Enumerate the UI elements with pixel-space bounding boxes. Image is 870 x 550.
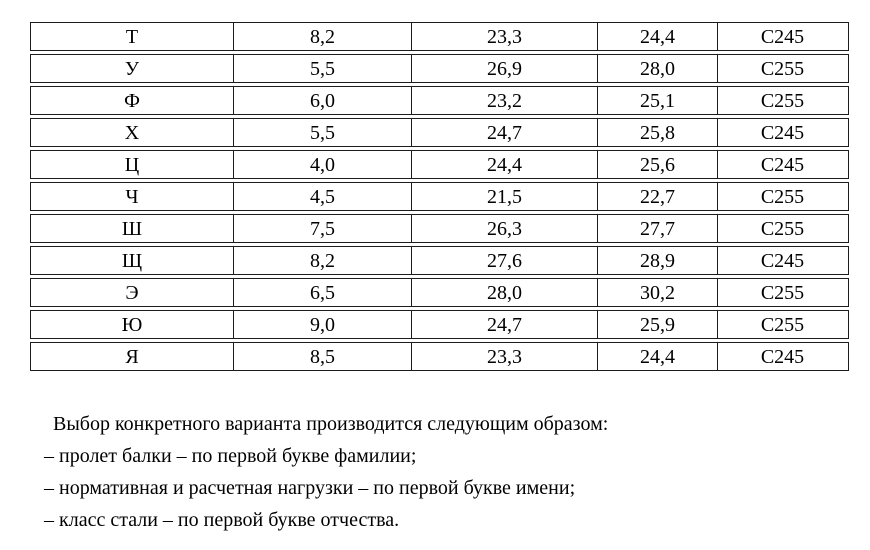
table-cell: 24,4 [411, 151, 597, 178]
table-cell: 24,7 [411, 119, 597, 146]
table-cell: С245 [717, 119, 847, 146]
table-cell: С245 [717, 23, 847, 50]
table-cell: С255 [717, 215, 847, 242]
table-cell: 24,4 [597, 343, 717, 370]
table-cell: 25,8 [597, 119, 717, 146]
table-cell: 21,5 [411, 183, 597, 210]
table-cell: Ш [121, 217, 143, 240]
table-cell: 26,9 [411, 55, 597, 82]
table-cell: 24,7 [411, 311, 597, 338]
table-cell: 7,5 [233, 215, 411, 242]
table-row: Т 8,2 23,3 24,4 С245 [30, 22, 849, 51]
table-row: Ш 7,5 26,3 27,7 С255 [30, 214, 849, 243]
table-cell: 25,1 [597, 87, 717, 114]
table-cell: Ч [125, 185, 139, 208]
table-row: Ч 4,5 21,5 22,7 С255 [30, 182, 849, 211]
table-cell: С255 [717, 183, 847, 210]
table-cell: 28,0 [597, 55, 717, 82]
table-cell: С245 [717, 247, 847, 274]
table-cell: 28,0 [411, 279, 597, 306]
table-row: Я 8,5 23,3 24,4 С245 [30, 342, 849, 371]
notes-item: – пролет балки – по первой букве фамилии… [44, 445, 417, 467]
table-cell: Я [125, 345, 139, 368]
table-cell: 5,5 [233, 55, 411, 82]
table-cell: У [124, 57, 140, 80]
table-cell: 23,3 [411, 23, 597, 50]
table-cell: 4,5 [233, 183, 411, 210]
table-cell: С255 [717, 311, 847, 338]
table-cell: 4,0 [233, 151, 411, 178]
table-cell: Т [125, 25, 139, 48]
table-row: Ю 9,0 24,7 25,9 С255 [30, 310, 849, 339]
notes-intro: Выбор конкретного варианта производится … [53, 413, 609, 435]
table-row: Х 5,5 24,7 25,8 С245 [30, 118, 849, 147]
table-row: У 5,5 26,9 28,0 С255 [30, 54, 849, 83]
table-row: Ф 6,0 23,2 25,1 С255 [30, 86, 849, 115]
table-cell: Ю [121, 313, 143, 336]
table-cell: Ф [124, 89, 140, 112]
table-cell: Э [125, 281, 139, 304]
table-cell: 24,4 [597, 23, 717, 50]
table-cell: С245 [717, 343, 847, 370]
table-cell: 9,0 [233, 311, 411, 338]
table-cell: 6,0 [233, 87, 411, 114]
selection-notes: Выбор конкретного варианта производится … [44, 408, 744, 536]
table-row: Щ 8,2 27,6 28,9 С245 [30, 246, 849, 275]
table-cell: 27,6 [411, 247, 597, 274]
table-cell: 26,3 [411, 215, 597, 242]
table-cell: 25,9 [597, 311, 717, 338]
table-cell: 5,5 [233, 119, 411, 146]
table-cell: С255 [717, 87, 847, 114]
table-row: Ц 4,0 24,4 25,6 С245 [30, 150, 849, 179]
table-cell: 23,2 [411, 87, 597, 114]
table-cell: 8,2 [233, 247, 411, 274]
table-cell: С245 [717, 151, 847, 178]
table-cell: С255 [717, 55, 847, 82]
table-cell: 22,7 [597, 183, 717, 210]
table-cell: 27,7 [597, 215, 717, 242]
variants-table: Т 8,2 23,3 24,4 С245 У 5,5 26,9 28,0 С255 Ф 6,0 23,2… [30, 22, 849, 374]
notes-item: – нормативная и расчетная нагрузки – по … [44, 477, 576, 499]
table-cell: 28,9 [597, 247, 717, 274]
table-cell: 6,5 [233, 279, 411, 306]
table-cell: 30,2 [597, 279, 717, 306]
table-cell: 8,2 [233, 23, 411, 50]
table-cell: 23,3 [411, 343, 597, 370]
table-cell: Ц [124, 153, 140, 176]
table-cell: Щ [121, 249, 143, 272]
table-cell: С255 [717, 279, 847, 306]
table-cell: 8,5 [233, 343, 411, 370]
table-cell: 25,6 [597, 151, 717, 178]
table-cell: Х [124, 121, 140, 144]
table-row: Э 6,5 28,0 30,2 С255 [30, 278, 849, 307]
notes-item: – класс стали – по первой букве отчества… [44, 509, 400, 531]
